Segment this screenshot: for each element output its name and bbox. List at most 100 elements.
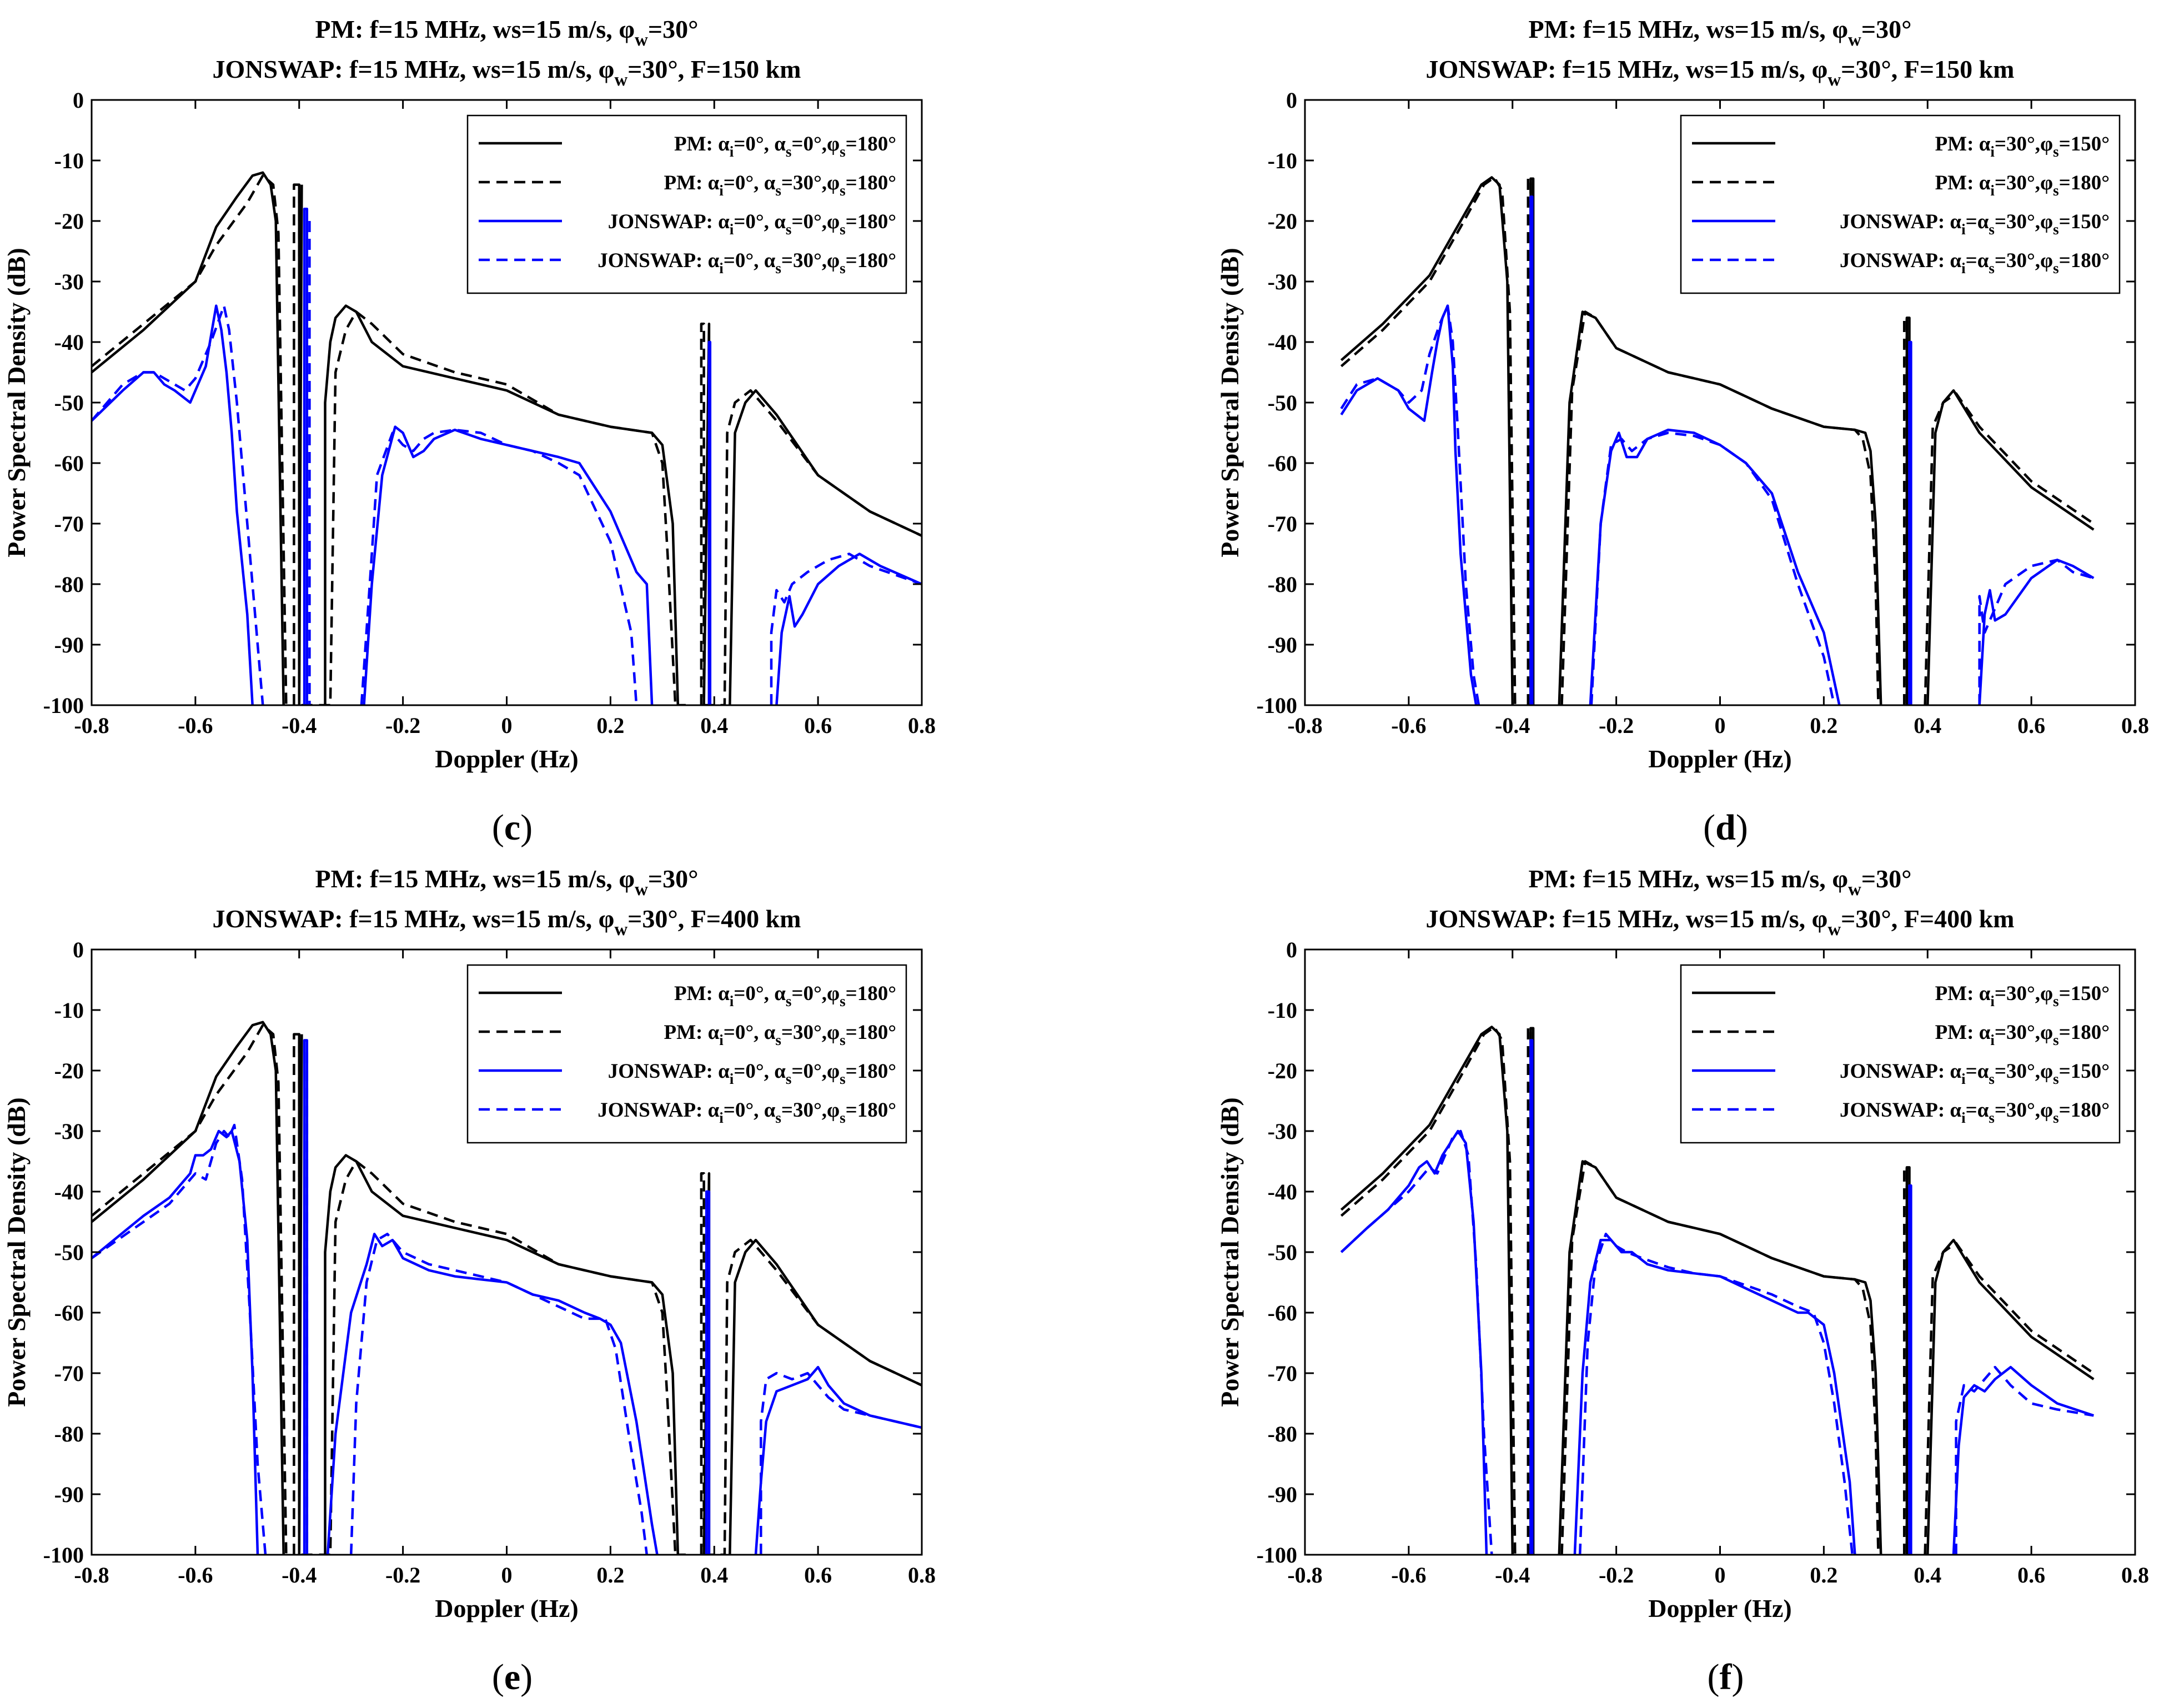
x-tick-label: 0.8 — [908, 713, 936, 738]
x-tick-label: 0.4 — [700, 1563, 728, 1588]
chart-title-line1: PM: f=15 MHz, ws=15 m/s, φw=30° — [315, 15, 699, 50]
legend: PM: αi=30°,φs=150° PM: αi=30°,φs=180° JONS… — [1680, 964, 2121, 1144]
y-tick-label: 0 — [73, 937, 84, 962]
chart-title-line1: PM: f=15 MHz, ws=15 m/s, φw=30° — [1529, 865, 1912, 900]
x-tick-label: 0.2 — [1810, 1563, 1837, 1588]
legend-label: JONSWAP: αi=0°, αs=0°,φs=180° — [608, 1060, 896, 1087]
legend-box — [466, 114, 907, 294]
y-tick-label: -40 — [54, 1179, 84, 1204]
x-tick-label: -0.2 — [385, 1563, 420, 1588]
series-line-e-3 — [92, 1039, 922, 1555]
y-tick-label: -40 — [1268, 1179, 1297, 1204]
series-line-f-2 — [1340, 1026, 2095, 1555]
y-tick-label: -80 — [54, 1421, 84, 1446]
series-line-f-4 — [1340, 1052, 2094, 1555]
x-tick-label: 0.6 — [2017, 1563, 2045, 1588]
legend-label: PM: αi=30°,φs=180° — [1935, 172, 2110, 199]
y-tick-label: -30 — [1268, 269, 1297, 294]
x-tick-label: -0.6 — [178, 713, 213, 738]
y-tick-label: -20 — [1268, 1058, 1297, 1083]
x-tick-label: -0.6 — [1391, 1563, 1426, 1588]
chart-title-line1: PM: f=15 MHz, ws=15 m/s, φw=30° — [1529, 15, 1912, 50]
y-tick-label: -90 — [1268, 632, 1297, 657]
series-line-f-1 — [1340, 1026, 2095, 1555]
y-tick-label: -30 — [54, 269, 84, 294]
y-tick-label: -40 — [1268, 330, 1297, 355]
x-tick-label: 0.6 — [2017, 713, 2045, 738]
chart-panel-f: -0.8 -0.6 -0.4 -0.2 0 0.2 0.4 0.6 0.8 0 -10 -20 -30 -… — [1216, 865, 2149, 1697]
x-tick-label: -0.8 — [1287, 713, 1322, 738]
legend-label: PM: αi=0°, αs=30°,φs=180° — [664, 1021, 896, 1048]
chart-panel-c: -0.8 -0.6 -0.4 -0.2 0 0.2 0.4 0.6 0.8 0 -10 -20 -30 -… — [2, 15, 936, 848]
x-tick-label: 0.2 — [596, 1563, 624, 1588]
series-line-d-3 — [1340, 195, 2095, 705]
x-tick-label: -0.6 — [1391, 713, 1426, 738]
y-tick-label: -70 — [1268, 1361, 1297, 1386]
y-tick-label: -70 — [1268, 511, 1297, 536]
x-tick-label: -0.8 — [1287, 1563, 1322, 1588]
legend-label: PM: αi=0°, αs=0°,φs=180° — [674, 982, 896, 1009]
chart-title-line2: JONSWAP: f=15 MHz, ws=15 m/s, φw=30°, F=… — [213, 905, 801, 940]
x-axis-label: Doppler (Hz) — [435, 1594, 579, 1622]
y-tick-label: -50 — [54, 1240, 84, 1265]
y-tick-label: -10 — [1268, 148, 1297, 173]
legend-box — [1680, 114, 2121, 294]
y-tick-label: -100 — [43, 693, 84, 718]
x-tick-label: 0 — [1715, 1563, 1726, 1588]
y-axis-label: Power Spectral Density (dB) — [2, 248, 31, 557]
panel-caption: (e) — [492, 1657, 533, 1697]
series-line-e-2 — [92, 1024, 922, 1555]
y-tick-label: -20 — [1268, 209, 1297, 234]
legend-label: JONSWAP: αi=αs=30°,φs=150° — [1840, 1060, 2110, 1087]
chart-title-line2: JONSWAP: f=15 MHz, ws=15 m/s, φw=30°, F=… — [1426, 55, 2015, 90]
x-tick-label: 0 — [501, 713, 513, 738]
legend-label: JONSWAP: αi=αs=30°,φs=180° — [1840, 249, 2110, 277]
y-tick-label: -10 — [54, 148, 84, 173]
y-tick-label: -50 — [1268, 1240, 1297, 1265]
x-tick-label: -0.4 — [1495, 713, 1530, 738]
panel-caption: (c) — [492, 807, 533, 848]
y-tick-label: -70 — [54, 511, 84, 536]
legend-label: PM: αi=0°, αs=0°,φs=180° — [674, 133, 896, 160]
x-tick-label: 0 — [501, 1563, 513, 1588]
legend-label: JONSWAP: αi=0°, αs=0°,φs=180° — [608, 210, 896, 238]
y-tick-label: -60 — [54, 1300, 84, 1325]
chart-panel-d: -0.8 -0.6 -0.4 -0.2 0 0.2 0.4 0.6 0.8 0 -10 -20 -30 -… — [1216, 15, 2149, 848]
legend-label: PM: αi=0°, αs=30°,φs=180° — [664, 172, 896, 199]
y-tick-label: -90 — [1268, 1482, 1297, 1507]
y-tick-label: -30 — [54, 1119, 84, 1144]
legend: PM: αi=0°, αs=0°,φs=180° PM: αi=0°, αs=30… — [466, 964, 907, 1144]
x-tick-label: -0.2 — [385, 713, 420, 738]
x-tick-label: 0.4 — [1914, 713, 1941, 738]
y-tick-label: -80 — [1268, 1421, 1297, 1446]
series-line-d-1 — [1340, 176, 2095, 705]
series-line-f-3 — [1340, 1039, 2095, 1555]
panel-caption: (d) — [1703, 807, 1748, 848]
x-tick-label: -0.2 — [1599, 1563, 1634, 1588]
series-line-c-1 — [92, 171, 922, 705]
y-tick-label: -40 — [54, 330, 84, 355]
x-tick-label: -0.4 — [282, 713, 317, 738]
x-tick-label: 0.4 — [1914, 1563, 1941, 1588]
x-tick-label: 0 — [1715, 713, 1726, 738]
x-tick-label: 0.8 — [2121, 713, 2149, 738]
x-tick-label: 0.8 — [2121, 1563, 2149, 1588]
x-tick-label: 0.8 — [908, 1563, 936, 1588]
y-tick-label: 0 — [73, 88, 84, 113]
legend-label: JONSWAP: αi=αs=30°,φs=150° — [1840, 210, 2110, 238]
series-line-e-4 — [92, 1052, 922, 1555]
legend-label: PM: αi=30°,φs=150° — [1935, 982, 2110, 1009]
y-tick-label: -80 — [54, 572, 84, 597]
y-tick-label: 0 — [1286, 88, 1297, 113]
y-tick-label: -100 — [1257, 1543, 1297, 1568]
chart-title-line1: PM: f=15 MHz, ws=15 m/s, φw=30° — [315, 865, 699, 900]
chart-panel-e: -0.8 -0.6 -0.4 -0.2 0 0.2 0.4 0.6 0.8 0 -10 -20 -30 -… — [2, 865, 936, 1697]
y-tick-label: -20 — [54, 1058, 84, 1083]
y-tick-label: 0 — [1286, 937, 1297, 962]
x-tick-label: 0.6 — [804, 713, 832, 738]
legend-box — [466, 964, 907, 1144]
y-tick-label: -80 — [1268, 572, 1297, 597]
x-axis-label: Doppler (Hz) — [435, 745, 579, 773]
legend-label: PM: αi=30°,φs=180° — [1935, 1021, 2110, 1048]
legend-label: JONSWAP: αi=0°, αs=30°,φs=180° — [598, 249, 896, 277]
